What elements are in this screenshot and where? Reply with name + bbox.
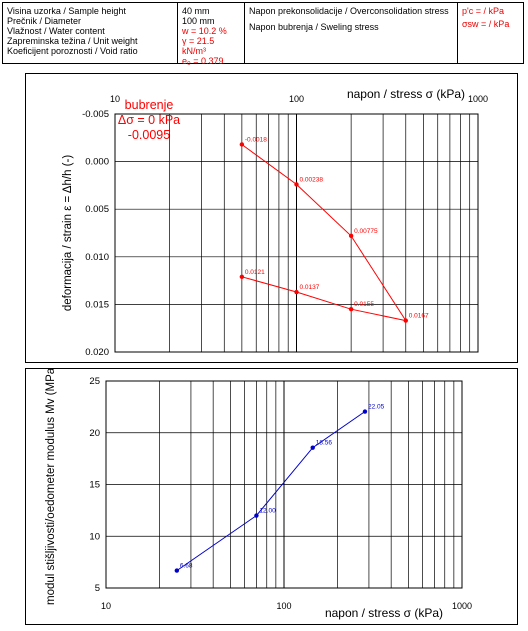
y-tick-label: 15 — [89, 480, 100, 491]
data-point — [239, 142, 245, 147]
swelling-annotation: bubrenje — [125, 98, 174, 112]
y-tick-label: 5 — [95, 583, 100, 594]
label-void-ratio: Koeficijent poroznosti / Void ratio — [7, 46, 138, 56]
data-label: 0.00238 — [300, 176, 324, 183]
x-tick-label: 1000 — [468, 94, 488, 104]
data-point — [294, 289, 299, 295]
y-tick-label: -0.005 — [82, 109, 109, 120]
data-point — [403, 318, 408, 323]
value-sample-height: 40 mm — [182, 6, 210, 16]
data-point — [174, 568, 180, 573]
value-unit-weight: γ = 21.5 kN/m³ — [182, 36, 215, 56]
data-label: 0.0121 — [245, 269, 265, 276]
y-tick-label: 10 — [89, 531, 100, 542]
data-label: 0.0155 — [354, 301, 374, 308]
data-label: 6.68 — [180, 563, 193, 570]
sample-labels: Visina uzorka / Sample height Prečnik / … — [3, 3, 178, 63]
data-point — [239, 274, 245, 279]
data-point — [348, 233, 354, 239]
swelling-annotation: Δσ = 0 kPa — [118, 113, 180, 127]
data-label: 0.0167 — [409, 313, 429, 320]
label-diameter: Prečnik / Diameter — [7, 16, 82, 26]
sample-header: Visina uzorka / Sample height Prečnik / … — [2, 2, 524, 66]
stress-values: p'c = / kPa σsw = / kPa — [458, 3, 523, 63]
value-diameter: 100 mm — [182, 16, 215, 26]
x-tick-label: 10 — [101, 601, 111, 611]
x-tick-label: 1000 — [452, 601, 472, 611]
data-label: 18.56 — [316, 440, 333, 447]
label-swelling: Napon bubrenja / Sweling stress — [249, 22, 379, 32]
data-label: 22.05 — [368, 404, 385, 411]
data-label: 0.00775 — [354, 228, 378, 235]
label-water-content: Vlažnost / Water content — [7, 26, 105, 36]
label-overconsolidation: Napon prekonsolidacije / Overconsolidati… — [249, 6, 449, 16]
data-point — [254, 513, 259, 518]
label-sample-height: Visina uzorka / Sample height — [7, 6, 126, 16]
value-swelling: σsw = / kPa — [462, 19, 510, 29]
data-label: 12.00 — [259, 508, 276, 515]
swelling-annotation: -0.0095 — [128, 128, 170, 142]
y-tick-label: 0.015 — [85, 299, 109, 310]
plot-frame — [114, 113, 479, 353]
data-point — [348, 306, 354, 312]
strain-chart-panel: -0.005 0.000 0.005 0.010 0.015 0.020 10 100 1000… — [25, 73, 518, 363]
stress-labels: Napon prekonsolidacije / Overconsolidati… — [245, 3, 458, 63]
modulus-chart-panel: 5 10 15 20 25 10 100 1000 napon / stress σ (kPa)… — [25, 364, 518, 625]
series-line — [241, 144, 407, 322]
y-tick-label: 0.000 — [85, 157, 109, 168]
y-tick-label: 20 — [89, 428, 100, 439]
y-axis-title: modul stišljivosti/oedometer modulus Mv … — [45, 369, 57, 605]
y-tick-label: 0.010 — [85, 252, 109, 263]
x-axis-title: napon / stress σ (kPa) — [347, 87, 465, 101]
label-unit-weight: Zapreminska težina / Unit weight — [7, 36, 138, 46]
data-label: 0.0137 — [300, 284, 320, 291]
x-tick-label: 100 — [276, 601, 291, 611]
x-tick-label: 100 — [289, 94, 304, 104]
x-axis-title: napon / stress σ (kPa) — [325, 606, 443, 620]
y-axis-title: deformacija / strain ε = Δh/h (-) — [62, 155, 74, 311]
y-tick-label: 0.020 — [85, 347, 109, 358]
x-tick-label: 10 — [110, 94, 120, 104]
value-water-content: w = 10.2 % — [182, 26, 227, 36]
strain-chart: -0.005 0.000 0.005 0.010 0.015 0.020 10 100 1000… — [62, 87, 488, 358]
sample-values: 40 mm 100 mm w = 10.2 % γ = 21.5 kN/m³ e… — [178, 3, 245, 66]
data-label: -0.0018 — [245, 136, 267, 143]
value-void-ratio: e₀ = 0.379 — [182, 56, 224, 66]
data-point — [362, 409, 368, 414]
plot-frame — [105, 380, 463, 589]
data-point — [294, 182, 299, 187]
y-tick-label: 0.005 — [85, 204, 109, 215]
value-overconsolidation: p'c = / kPa — [462, 6, 504, 16]
y-tick-label: 25 — [89, 376, 100, 387]
series-line — [176, 411, 366, 572]
data-point — [310, 445, 315, 450]
